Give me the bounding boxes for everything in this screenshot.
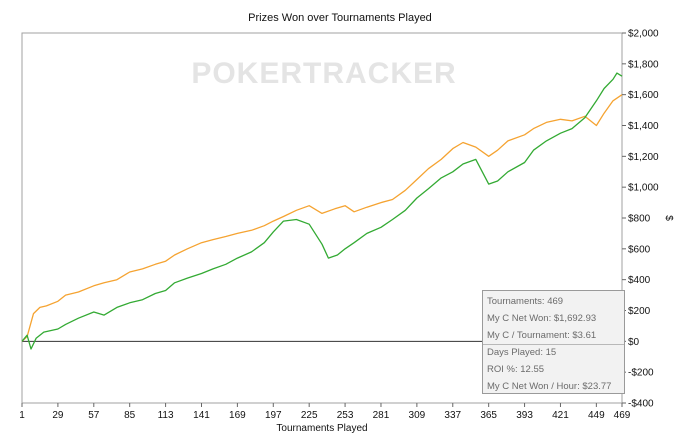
x-tick-label: 253 [337, 410, 354, 421]
y-tick-label: $1,200 [628, 152, 659, 163]
y-tick-label: $400 [628, 275, 651, 286]
y-tick-label: $200 [628, 306, 651, 317]
x-tick-label: 337 [444, 410, 461, 421]
y-tick-label: $1,600 [628, 90, 659, 101]
x-tick-label: 1 [19, 410, 25, 421]
stats-separator [483, 344, 624, 345]
x-axis-title: Tournaments Played [276, 423, 367, 434]
stats-net-won-hour: My C Net Won / Hour: $23.77 [487, 381, 612, 392]
stats-tournaments: Tournaments: 469 [487, 296, 564, 307]
series-line-2 [21, 72, 623, 350]
y-tick-label: -$200 [628, 368, 654, 379]
x-tick-label: 85 [124, 410, 136, 421]
x-tick-label: 309 [409, 410, 426, 421]
y-tick-label: $2,000 [628, 29, 659, 40]
x-tick-label: 29 [52, 410, 64, 421]
y-tick-label: $600 [628, 244, 651, 255]
y-tick-label: $0 [628, 337, 640, 348]
stats-per-tournament: My C / Tournament: $3.61 [487, 330, 597, 341]
x-tick-label: 281 [373, 410, 390, 421]
x-tick-label: 57 [88, 410, 100, 421]
x-tick-label: 449 [588, 410, 605, 421]
y-tick-label: $1,800 [628, 59, 659, 70]
stats-box: Tournaments: 469 My C Net Won: $1,692.93… [482, 290, 625, 394]
stats-net-won: My C Net Won: $1,692.93 [487, 313, 597, 324]
x-tick-label: 469 [614, 410, 631, 421]
x-tick-label: 141 [193, 410, 210, 421]
series-line-1 [21, 94, 623, 342]
y-tick-label: $1,400 [628, 121, 659, 132]
stats-roi: ROI %: 12.55 [487, 364, 545, 375]
x-tick-label: 169 [229, 410, 246, 421]
x-tick-label: 421 [552, 410, 569, 421]
y-tick-label: -$400 [628, 399, 654, 410]
x-tick-label: 113 [158, 410, 174, 421]
x-tick-label: 365 [480, 410, 497, 421]
x-tick-label: 225 [301, 410, 318, 421]
x-tick-label: 393 [516, 410, 533, 421]
y-tick-label: $800 [628, 214, 651, 225]
y-tick-label: $1,000 [628, 183, 659, 194]
watermark: POKERTRACKER [191, 57, 456, 90]
y-axis-title: $ [663, 215, 674, 221]
x-tick-label: 197 [265, 410, 282, 421]
chart-title: Prizes Won over Tournaments Played [248, 12, 432, 24]
stats-days-played: Days Played: 15 [487, 347, 557, 358]
